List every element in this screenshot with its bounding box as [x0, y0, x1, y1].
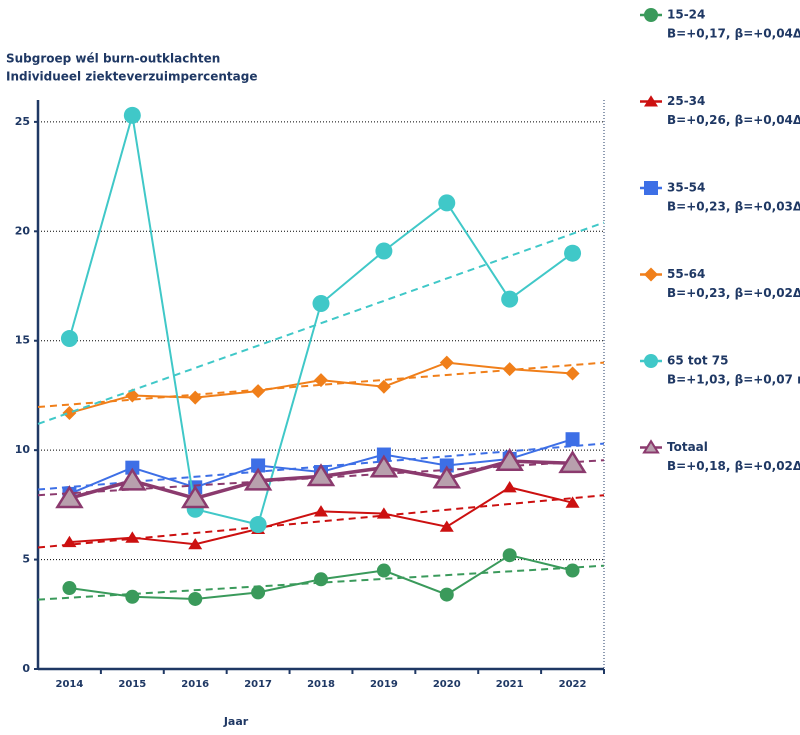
y-tick-label: 10: [15, 443, 31, 456]
marker: [439, 520, 454, 532]
legend-marker: [644, 8, 658, 22]
series: [37, 106, 605, 534]
marker: [502, 481, 517, 493]
legend-note: B=+0,23, β=+0,02Δ: [667, 286, 800, 300]
marker: [180, 485, 210, 509]
legend-note: B=+0,17, β=+0,04Δ: [667, 27, 800, 41]
marker: [376, 379, 391, 394]
marker: [502, 362, 517, 377]
marker: [558, 450, 587, 474]
series: [37, 355, 605, 420]
x-tick-label: 2020: [433, 679, 461, 690]
x-tick-label: 2019: [370, 679, 398, 690]
marker: [314, 505, 328, 517]
marker: [188, 591, 203, 606]
marker: [376, 563, 391, 578]
legend-marker: [644, 354, 658, 368]
legend-marker: [644, 95, 658, 107]
marker: [243, 467, 273, 491]
marker: [565, 432, 580, 447]
marker: [565, 563, 580, 578]
legend-marker: [642, 439, 660, 454]
marker: [251, 384, 266, 399]
x-tick-label: 2018: [307, 679, 335, 690]
legend-label: 65 tot 75: [667, 354, 728, 368]
marker: [439, 587, 454, 602]
y-tick-label: 15: [15, 334, 30, 347]
marker: [501, 290, 519, 308]
x-tick-label: 2021: [496, 679, 524, 690]
marker: [306, 463, 336, 487]
trend-line: [37, 494, 605, 549]
marker: [62, 535, 77, 548]
x-tick-label: 2017: [244, 679, 272, 690]
legend-label: Totaal: [667, 440, 708, 454]
legend-note: B=+1,03, β=+0,07 ns: [667, 373, 800, 387]
series: [37, 548, 605, 606]
marker: [62, 405, 77, 420]
series: [37, 481, 605, 550]
y-tick-label: 20: [15, 224, 31, 237]
marker: [188, 390, 203, 405]
marker: [439, 355, 454, 370]
marker: [369, 454, 399, 478]
marker: [495, 447, 524, 471]
marker: [314, 572, 328, 587]
trend-line: [37, 564, 605, 601]
marker: [314, 373, 328, 388]
legend-label: 15-24: [667, 8, 705, 22]
x-axis-label: Jaar: [223, 715, 249, 728]
marker: [502, 548, 517, 563]
x-tick-label: 2016: [181, 679, 209, 690]
marker: [312, 295, 330, 313]
y-tick-label: 0: [22, 662, 30, 675]
marker: [251, 585, 266, 600]
marker: [125, 531, 140, 543]
legend-label: 55-64: [667, 267, 705, 281]
marker: [564, 244, 582, 262]
marker: [62, 581, 77, 596]
marker: [565, 496, 580, 508]
x-tick-label: 2014: [56, 679, 84, 690]
legend-marker: [644, 181, 658, 195]
legend-marker: [644, 267, 658, 282]
x-tick-label: 2022: [559, 679, 587, 690]
legend-label: 35-54: [667, 181, 705, 195]
legend-label: 25-34: [667, 94, 705, 108]
marker: [125, 589, 140, 604]
marker: [375, 242, 393, 260]
marker: [565, 366, 580, 381]
marker: [123, 106, 141, 124]
chart-title: Subgroep wél burn-outklachten: [6, 52, 220, 66]
marker: [60, 330, 78, 348]
legend-note: B=+0,26, β=+0,04Δ: [667, 113, 800, 127]
x-tick-label: 2015: [118, 679, 146, 690]
chart-title: Individueel ziekteverzuimpercentage: [6, 70, 257, 84]
marker: [55, 485, 84, 509]
marker: [188, 537, 203, 550]
trend-line: [37, 221, 605, 425]
marker: [118, 467, 147, 491]
marker: [249, 516, 267, 534]
y-tick-label: 5: [22, 553, 30, 566]
marker: [125, 388, 140, 403]
marker: [432, 465, 462, 489]
y-tick-label: 25: [15, 115, 30, 128]
legend-note: B=+0,18, β=+0,02Δ: [667, 459, 800, 473]
marker: [438, 194, 456, 212]
legend-note: B=+0,23, β=+0,03Δ: [667, 200, 800, 214]
series: [37, 447, 605, 509]
marker: [376, 507, 391, 519]
marker: [251, 458, 266, 473]
